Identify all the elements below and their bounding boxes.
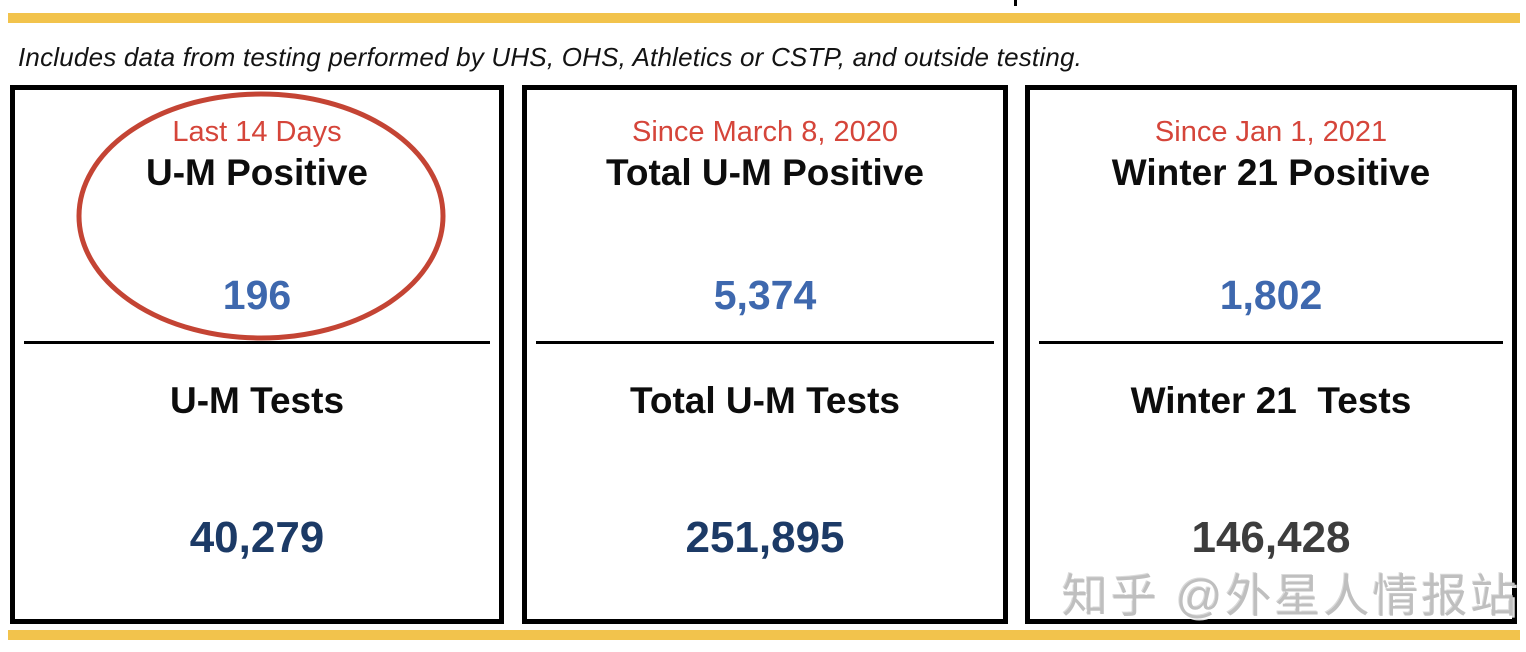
tests-value: 146,428 [1191,513,1351,562]
bottom-gold-bar [8,630,1520,640]
period-label: Since March 8, 2020 [632,116,898,148]
positive-title: Winter 21 Positive [1111,152,1431,193]
stat-card-winter-21: Since Jan 1, 2021 Winter 21 Positive 1,8… [1025,85,1517,624]
positive-value: 5,374 [713,272,817,318]
card-divider [24,341,490,344]
card-divider [1039,341,1503,344]
period-label: Since Jan 1, 2021 [1154,116,1388,148]
positive-title: U-M Positive [145,152,369,193]
top-gold-bar [8,13,1520,23]
positive-value: 1,802 [1219,272,1323,318]
tests-title: Winter 21 Tests [1130,380,1412,421]
stat-card-last-14-days: Last 14 Days U-M Positive 196 U-M Tests … [10,85,504,624]
tests-title: U-M Tests [169,380,345,421]
period-label: Last 14 Days [172,116,342,148]
stat-card-since-march-2020: Since March 8, 2020 Total U-M Positive 5… [522,85,1008,624]
tests-value: 251,895 [685,513,845,562]
crop-artifact-tick [1014,0,1017,6]
card-divider [536,341,994,344]
zhihu-watermark: 知乎 @外星人情报站 [1062,570,1520,622]
tests-title: Total U-M Tests [630,380,900,421]
positive-title: Total U-M Positive [606,152,924,193]
disclaimer-note: Includes data from testing performed by … [18,42,1083,72]
tests-value: 40,279 [189,513,325,562]
positive-value: 196 [222,272,292,318]
